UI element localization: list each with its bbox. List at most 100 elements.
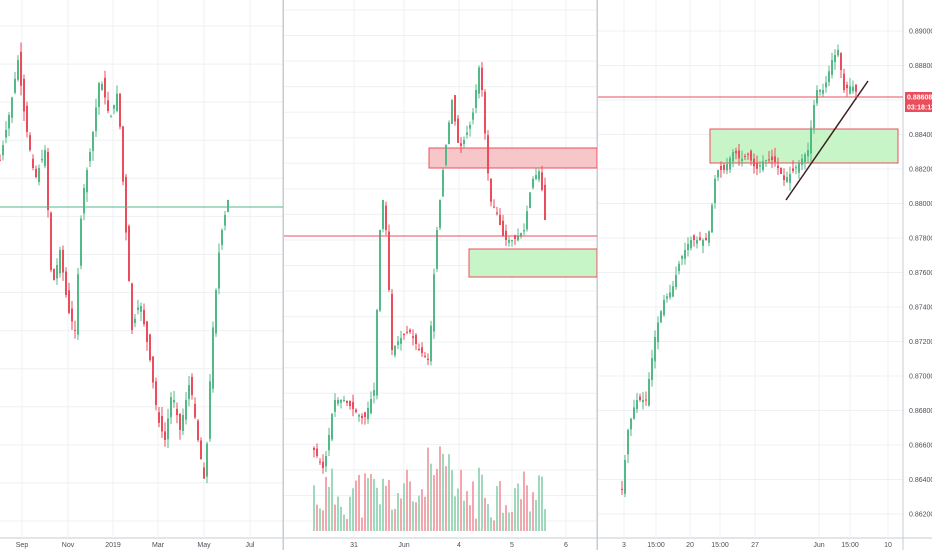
trendline[interactable] — [785, 80, 869, 201]
candle-body — [481, 67, 483, 90]
time-axis-label: 3 — [622, 542, 626, 549]
candle-body — [421, 347, 423, 353]
demand-zone[interactable] — [468, 248, 597, 278]
candle-body — [795, 167, 797, 169]
candle-body — [645, 399, 647, 401]
candle-body — [119, 93, 121, 127]
volume-bar — [352, 488, 354, 531]
fourhour-chart-canvas[interactable]: 0.890000.888000.886000.884000.882000.880… — [598, 0, 932, 550]
time-axis-label: Sep — [16, 542, 29, 549]
candle-body — [475, 90, 477, 109]
hourly-chart-canvas[interactable]: 0.890500.890000.889500.889000.888500.888… — [284, 0, 597, 550]
candle-body — [41, 159, 43, 161]
candle-body — [490, 178, 492, 202]
candle-body — [771, 156, 773, 160]
candle-body — [657, 322, 659, 343]
candle-body — [113, 105, 115, 109]
candle-body — [487, 135, 489, 174]
volume-bar — [475, 518, 477, 531]
candle-body — [65, 271, 67, 295]
candle-body — [505, 230, 507, 240]
candle-body — [675, 275, 677, 288]
volume-bar — [394, 508, 396, 531]
chart-panel-daily[interactable]: 0.910000.905000.900000.895000.890000.885… — [0, 0, 283, 550]
volume-bar — [439, 446, 441, 531]
price-axis-label: 0.87800 — [909, 236, 932, 243]
volume-bar — [499, 481, 501, 531]
candle-body — [53, 269, 55, 280]
price-axis-label: 0.86400 — [909, 477, 932, 484]
chart-panel-hourly[interactable]: 0.890500.890000.889500.889000.888500.888… — [284, 0, 597, 550]
candle-body — [370, 399, 372, 414]
candle-body — [32, 158, 34, 168]
volume-bar — [517, 483, 519, 531]
candle-body — [137, 307, 139, 310]
panel-divider[interactable] — [597, 0, 598, 550]
candle-body — [732, 152, 734, 162]
candle-body — [176, 408, 178, 415]
candle-body — [783, 175, 785, 180]
candle-body — [167, 418, 169, 440]
countdown-tag-bg — [905, 102, 932, 112]
volume-bar — [526, 485, 528, 531]
candle-body — [110, 116, 112, 118]
time-axis-label: 15:00 — [711, 542, 729, 549]
daily-chart-canvas[interactable]: 0.910000.905000.900000.895000.890000.885… — [0, 0, 283, 550]
volume-bar — [469, 505, 471, 531]
time-axis-label: Jul — [246, 542, 255, 549]
volume-bar — [481, 474, 483, 531]
volume-bar — [472, 481, 474, 531]
volume-bar — [331, 468, 333, 531]
candle-body — [825, 82, 827, 88]
candle-body — [457, 118, 459, 143]
candle-body — [792, 168, 794, 171]
candle-body — [517, 236, 519, 241]
candle-body — [720, 165, 722, 170]
candle-body — [678, 263, 680, 272]
time-axis-label: 27 — [751, 542, 759, 549]
candle-body — [484, 91, 486, 134]
candle-body — [696, 240, 698, 244]
candle-body — [627, 430, 629, 455]
volume-bar — [358, 474, 360, 531]
volume-bar — [484, 497, 486, 531]
candle-body — [651, 358, 653, 381]
chart-panel-fourhour[interactable]: 0.890000.888000.886000.884000.882000.880… — [598, 0, 932, 550]
volume-bar — [418, 495, 420, 531]
candle-body — [535, 175, 537, 180]
candle-body — [463, 140, 465, 145]
candle-body — [499, 214, 501, 225]
candle-body — [511, 240, 513, 242]
candle-body — [430, 325, 432, 362]
candle-body — [227, 200, 229, 212]
volume-bar — [430, 463, 432, 531]
bar-countdown: 03:18:13 — [907, 105, 932, 112]
time-axis-label: 20 — [686, 542, 694, 549]
candle-body — [343, 400, 345, 401]
demand-zone[interactable] — [709, 128, 899, 164]
candle-body — [810, 127, 812, 154]
volume-bar — [520, 499, 522, 531]
candle-body — [777, 165, 779, 168]
candle-body — [454, 95, 456, 122]
supply-zone[interactable] — [428, 147, 597, 169]
candle-body — [532, 178, 534, 188]
price-axis-label: 0.88000 — [909, 201, 932, 208]
candle-body — [768, 159, 770, 161]
current-price-tag-bg — [905, 92, 932, 102]
candle-body — [690, 240, 692, 248]
candle-body — [182, 415, 184, 431]
volume-bar — [319, 508, 321, 531]
candle-body — [173, 400, 175, 403]
volume-bar — [463, 500, 465, 531]
price-axis-label: 0.86800 — [909, 408, 932, 415]
candle-body — [149, 334, 151, 360]
candle-body — [367, 408, 369, 420]
volume-bar — [313, 485, 315, 531]
candle-body — [355, 409, 357, 412]
candle-body — [433, 274, 435, 332]
candle-body — [382, 200, 384, 229]
panel-divider[interactable] — [283, 0, 284, 550]
candle-body — [376, 310, 378, 396]
volume-bar — [451, 469, 453, 531]
